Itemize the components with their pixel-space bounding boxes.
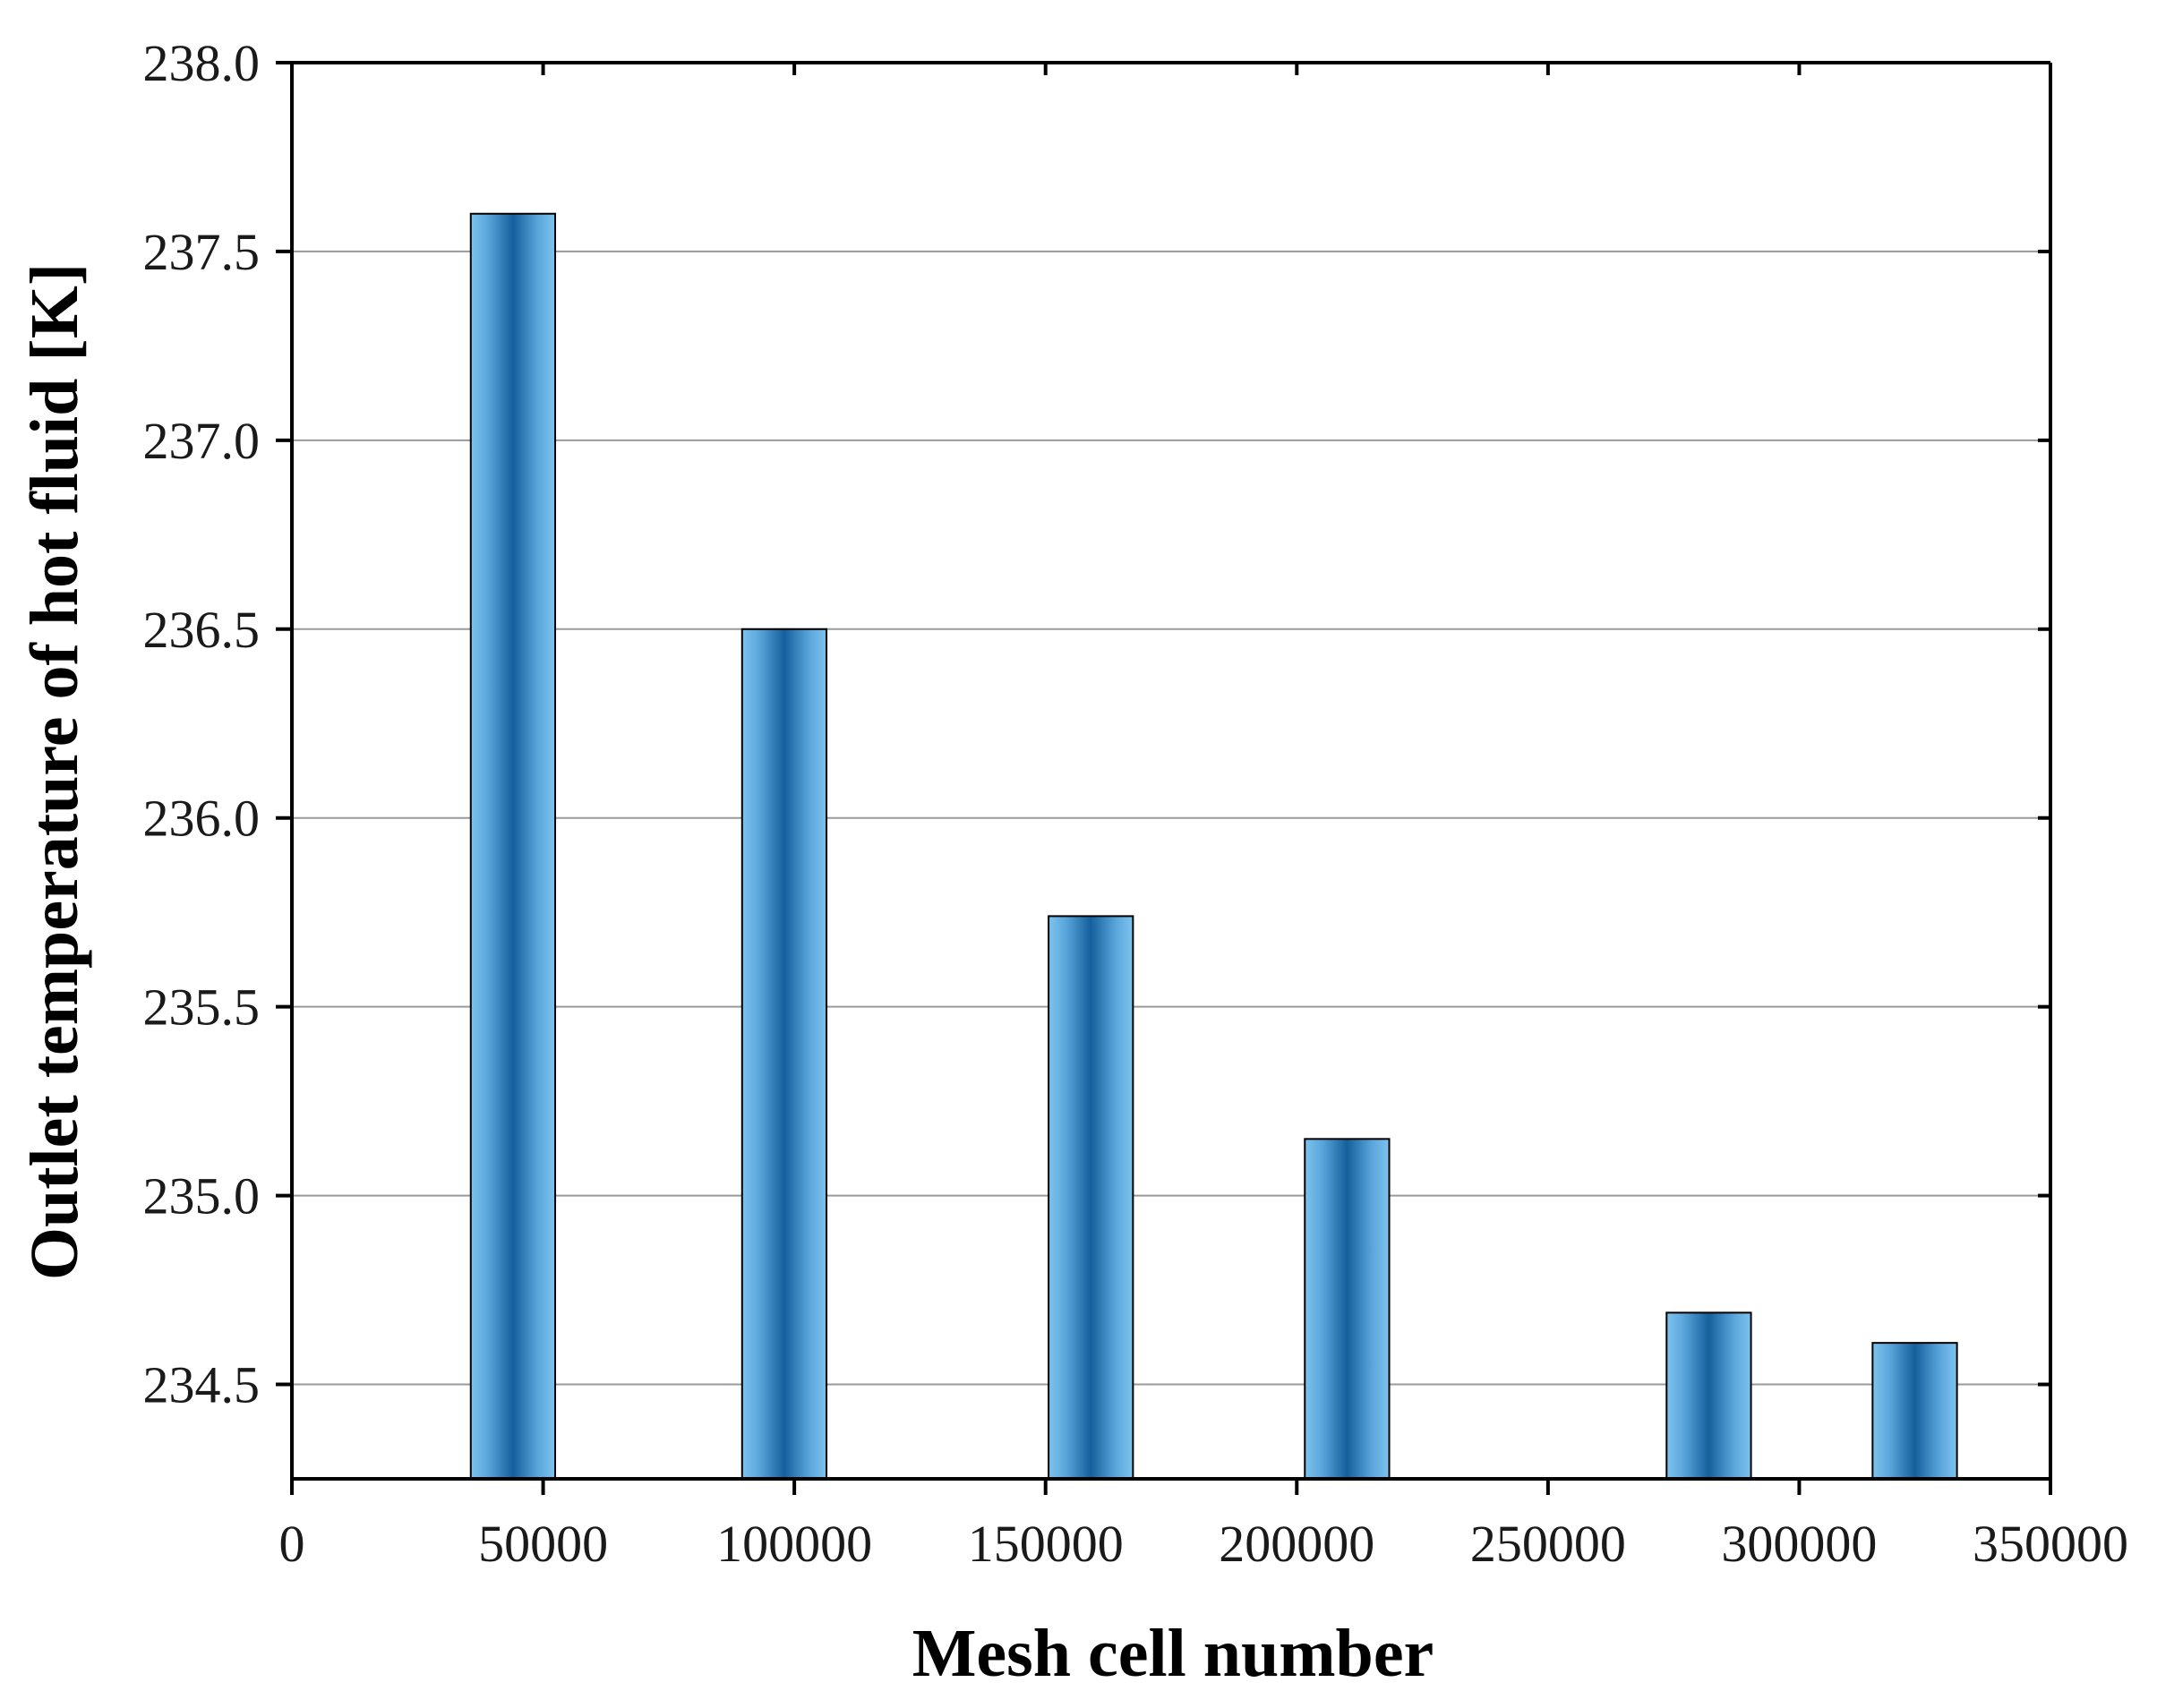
bar: [1304, 1138, 1391, 1480]
y-tick-label: 234.5: [143, 1356, 261, 1414]
y-tick-label: 235.0: [143, 1167, 261, 1225]
x-tick-label: 50000: [478, 1515, 608, 1573]
y-tick-label: 237.5: [143, 223, 261, 281]
y-tick-label: 237.0: [143, 412, 261, 470]
x-tick-label: 250000: [1470, 1515, 1626, 1573]
gridlines: [292, 250, 2050, 1386]
y-tick-label: 238.0: [143, 34, 261, 92]
x-tick-label: 350000: [1973, 1515, 2128, 1573]
y-tick-label: 236.0: [143, 790, 261, 848]
x-tick-labels: 0 50000 100000 150000 200000 250000 300000 3500…: [279, 1515, 2129, 1573]
x-tick-label: 200000: [1219, 1515, 1374, 1573]
x-tick-label: 150000: [968, 1515, 1124, 1573]
y-tick-label: 236.5: [143, 601, 261, 659]
x-tick-label: 300000: [1721, 1515, 1877, 1573]
bar: [1048, 915, 1134, 1480]
y-axis-title: Outlet temperature of hot fluid [K]: [17, 263, 92, 1280]
bars: [469, 212, 1958, 1481]
bar: [1871, 1342, 1958, 1481]
x-axis-title: Mesh cell number: [912, 1616, 1434, 1691]
x-tick-label: 0: [279, 1515, 305, 1573]
axes: [276, 61, 2052, 1495]
bar: [1665, 1311, 1752, 1480]
bar: [469, 212, 557, 1480]
y-tick-labels: 234.5 235.0 235.5 236.0 236.5 237.0 237.5 238.0: [143, 34, 261, 1414]
bar: [740, 628, 828, 1480]
x-tick-label: 100000: [716, 1515, 872, 1573]
y-tick-label: 235.5: [143, 978, 261, 1037]
